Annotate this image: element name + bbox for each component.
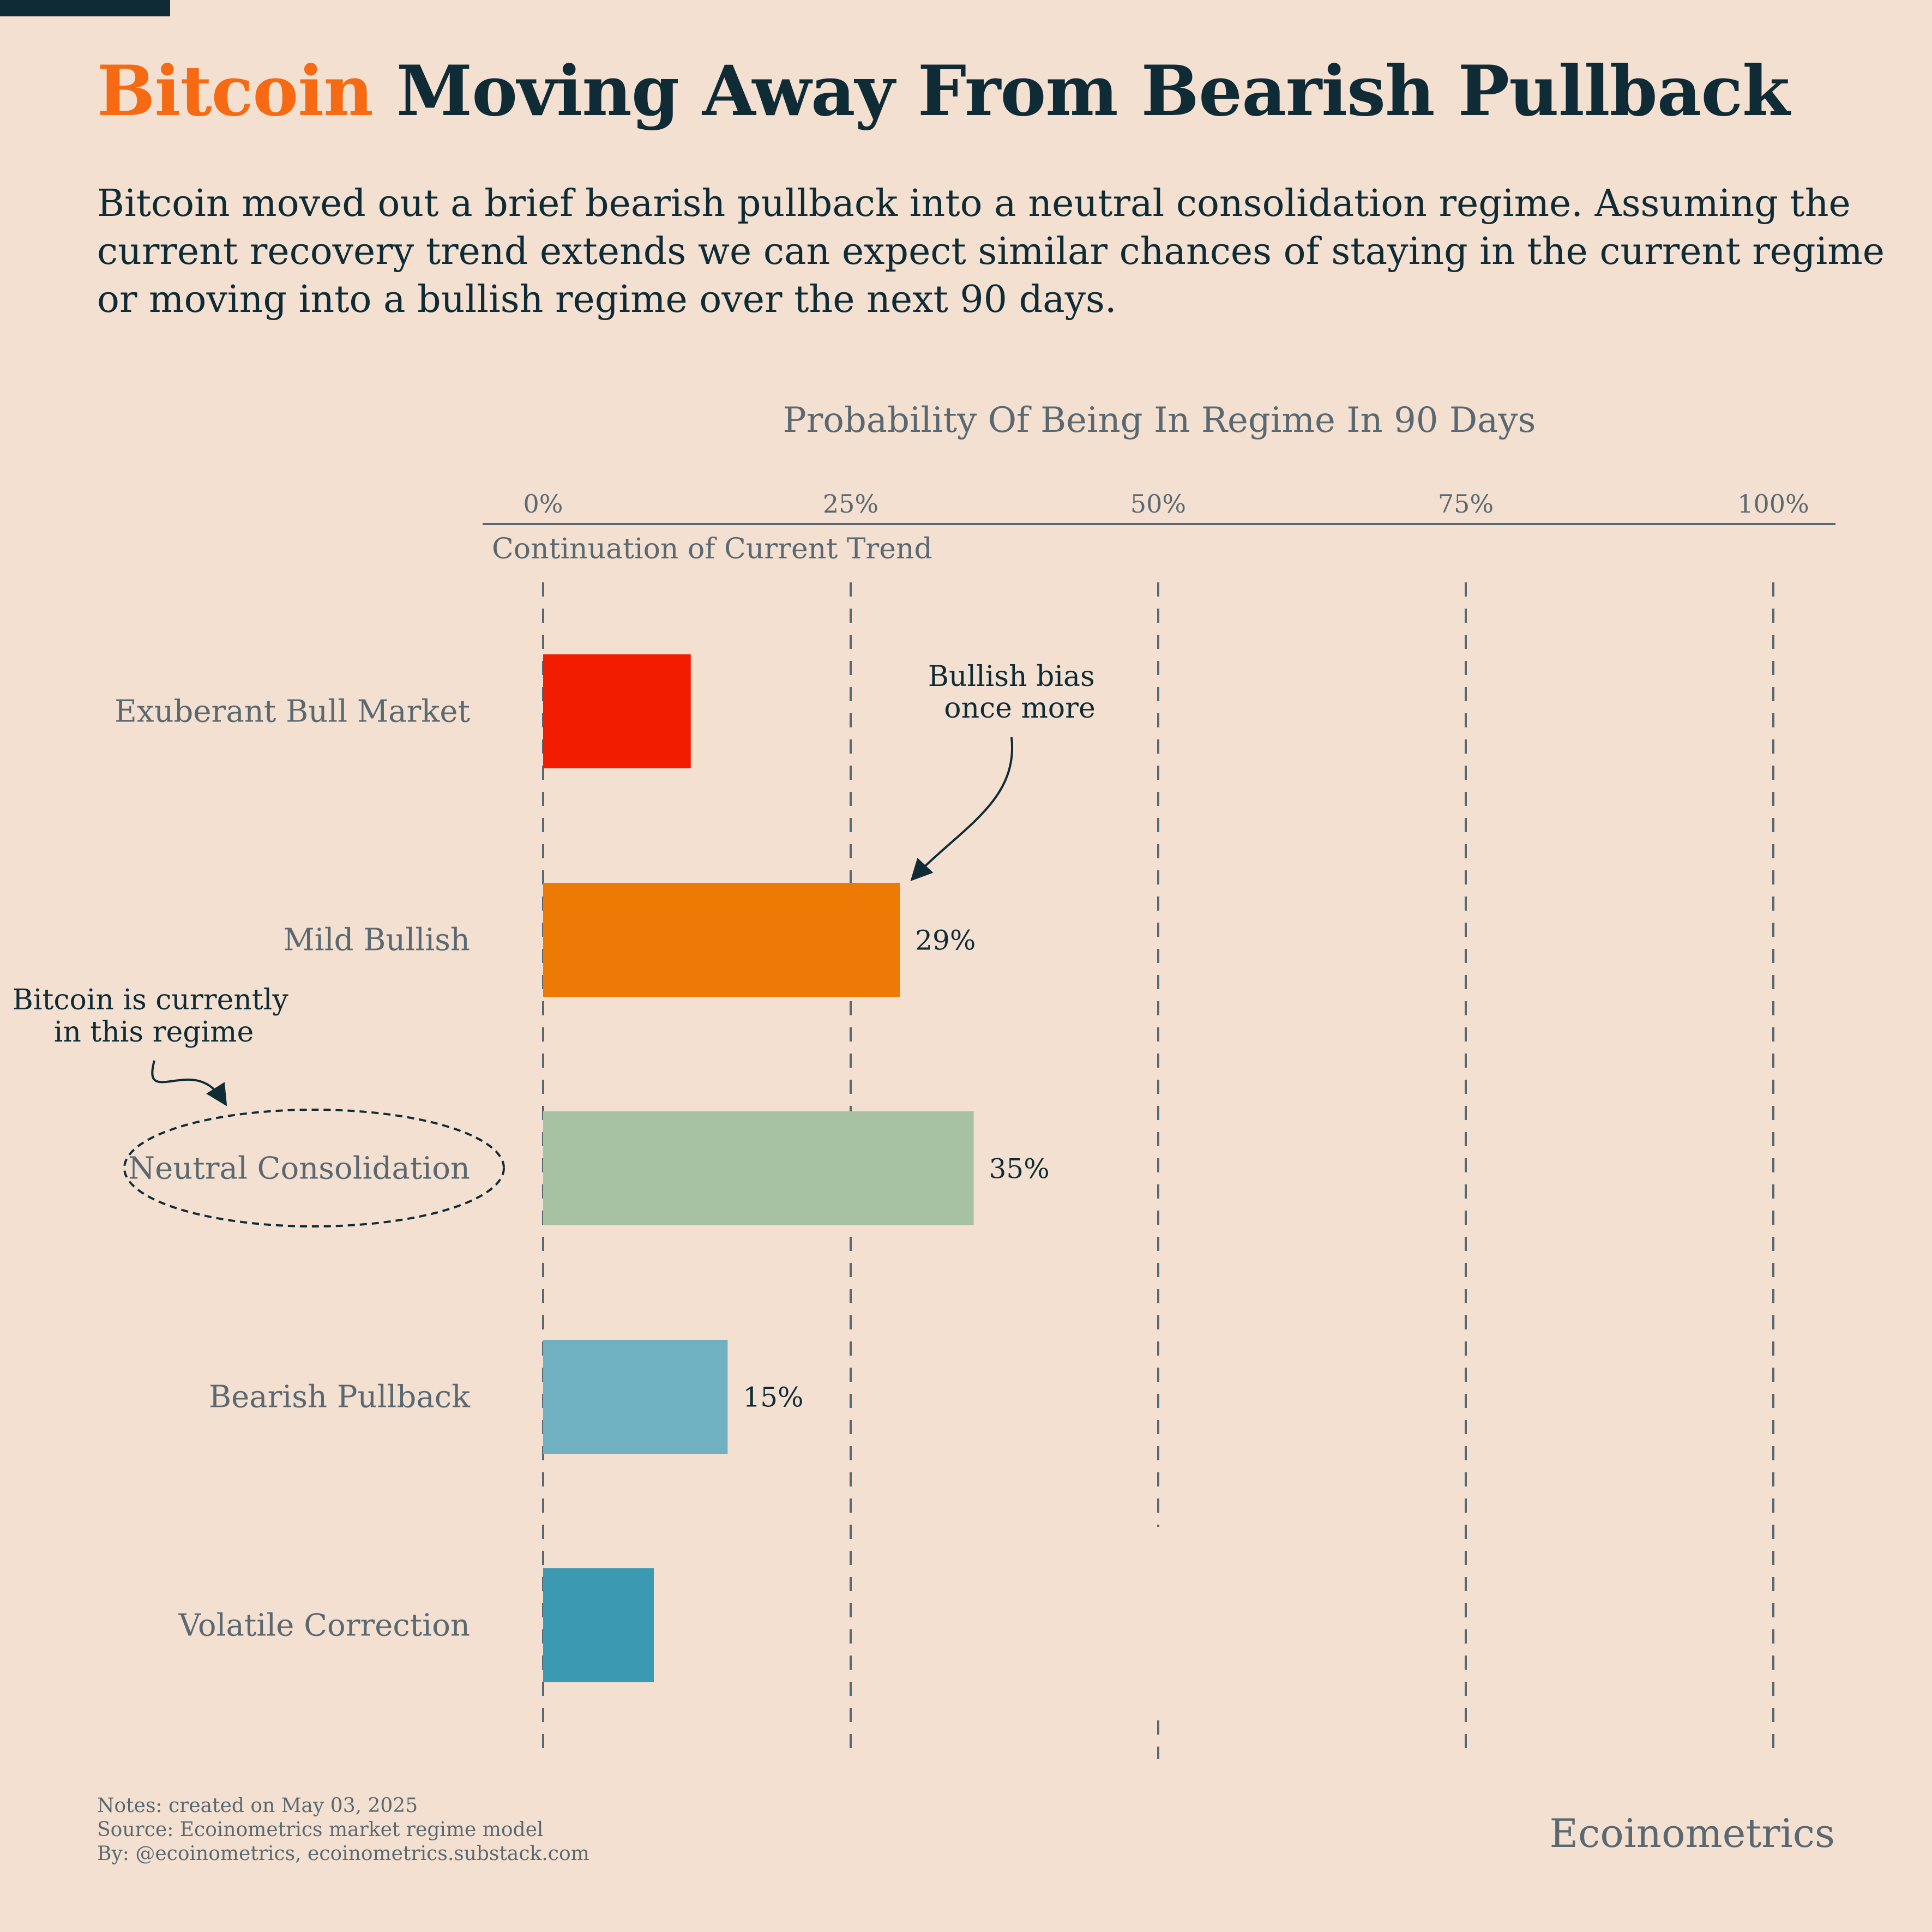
current-annotation-line-2: in this regime <box>54 1016 254 1049</box>
bars <box>543 654 974 1682</box>
bullish-annotation-line-2: once more <box>944 692 1095 725</box>
value-label: 15% <box>743 1382 803 1413</box>
page-title: Bitcoin Moving Away From Bearish Pullbac… <box>97 45 1790 137</box>
footer-notes: Notes: created on May 03, 2025 Source: E… <box>97 1794 589 1866</box>
bar-volatile-correction <box>543 1568 654 1682</box>
title-rest: Moving Away From Bearish Pullback <box>396 51 1790 131</box>
corner-accent-bar <box>0 0 170 16</box>
current-arrow <box>151 1060 227 1106</box>
current-regime-highlight-ellipse <box>123 1109 505 1227</box>
x-tick-label: 25% <box>823 489 878 519</box>
chart-title: Probability Of Being In Regime In 90 Day… <box>783 400 1536 441</box>
footer-notes-line: Notes: created on May 03, 2025 <box>97 1795 418 1817</box>
bar-neutral-consolidation <box>543 1111 974 1225</box>
footer-source-line: Source: Ecoinometrics market regime mode… <box>97 1819 544 1841</box>
category-label: Bearish Pullback <box>209 1380 471 1415</box>
category-label: Neutral Consolidation <box>128 1151 470 1187</box>
bullish-annotation: Bullish bias once more <box>928 660 1104 725</box>
x-tick-label: 75% <box>1438 489 1494 519</box>
bar-bearish-pullback <box>543 1340 728 1454</box>
category-label: Volatile Correction <box>178 1608 470 1644</box>
current-regime-annotation: Bitcoin is currently in this regime <box>13 984 298 1049</box>
bullish-arrow <box>910 737 1014 881</box>
category-label: Mild Bullish <box>283 923 470 958</box>
value-label: 35% <box>989 1153 1050 1185</box>
value-label: 29% <box>915 925 976 956</box>
x-tick-label: 100% <box>1737 489 1809 519</box>
title-highlight: Bitcoin <box>97 51 374 131</box>
x-tick-label: 0% <box>523 489 563 519</box>
labels: 0% 25% 50% 75% 100% Exuberant Bull Market Mild… <box>115 489 1809 1644</box>
category-label: Exuberant Bull Market <box>115 694 470 730</box>
footer-by-line: By: @ecoinometrics, ecoinometrics.substa… <box>97 1843 589 1865</box>
series-label: Continuation of Current Trend <box>492 533 932 565</box>
brand-logo-text: Ecoinometrics <box>1549 1810 1835 1856</box>
subtitle: Bitcoin moved out a brief bearish pullba… <box>97 182 1885 321</box>
current-annotation-line-1: Bitcoin is currently <box>13 984 289 1016</box>
bar-mild-bullish <box>543 883 900 997</box>
bullish-annotation-line-1: Bullish bias <box>928 660 1095 693</box>
x-tick-label: 50% <box>1130 489 1186 519</box>
bar-exuberant-bull-market <box>543 654 691 768</box>
